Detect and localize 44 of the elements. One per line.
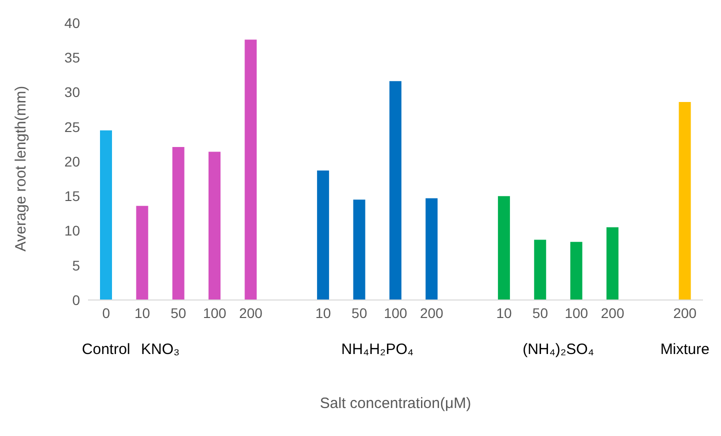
y-tick-label: 0 (72, 292, 80, 308)
y-tick-label: 40 (64, 14, 80, 31)
x-tick-label: 200 (239, 304, 263, 321)
x-tick-label: 100 (564, 304, 588, 321)
text: KNO₃ (141, 341, 180, 358)
bar (317, 170, 330, 300)
y-tick-label: 15 (64, 188, 80, 204)
bar (208, 152, 221, 300)
y-tick-label: 5 (72, 257, 80, 274)
bar (244, 40, 257, 300)
x-tick-label: 10 (496, 304, 512, 321)
bar (389, 81, 402, 300)
y-tick-label: 30 (64, 84, 80, 100)
bar (353, 200, 366, 300)
bar (678, 102, 691, 300)
x-axis-title: Salt concentration(μM) (320, 395, 472, 412)
bar (498, 196, 510, 300)
y-axis-title: Average root length(mm) (12, 86, 30, 252)
bar (426, 198, 438, 300)
bar (172, 146, 184, 300)
x-tick-label: 50 (352, 304, 368, 321)
x-tick-label: 50 (532, 304, 548, 321)
bar (534, 240, 546, 300)
bar (570, 242, 582, 300)
bar (136, 206, 148, 300)
x-tick-label: 200 (420, 304, 444, 321)
x-tick-label: 100 (202, 304, 227, 321)
y-tick-label: 35 (64, 50, 80, 66)
text: Control (82, 341, 130, 358)
x-tick-label: 200 (673, 304, 697, 321)
y-tick-label: 10 (64, 222, 80, 239)
x-tick-label: 10 (315, 304, 332, 321)
bar (606, 227, 618, 300)
y-tick-label: 20 (64, 153, 80, 170)
bar (100, 130, 112, 300)
x-tick-label: 50 (170, 304, 186, 321)
x-tick-label: 10 (134, 304, 150, 321)
y-tick-label: 25 (64, 118, 80, 135)
text: (NH₄)₂SO₄ (522, 341, 594, 358)
text: Mixture (660, 341, 710, 358)
text: NH₄H₂PO₄ (341, 341, 414, 358)
x-tick-label: 100 (384, 304, 408, 321)
x-tick-label: 200 (600, 304, 624, 321)
x-tick-label: 0 (102, 304, 110, 321)
